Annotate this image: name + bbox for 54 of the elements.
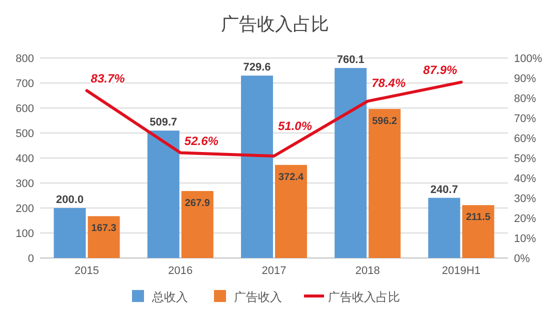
- bar: [181, 191, 214, 258]
- y-tick-label: 200: [16, 203, 34, 215]
- x-tick-label: 2018: [355, 265, 380, 277]
- y-tick-label: 100: [16, 228, 34, 240]
- data-label: 211.5: [466, 212, 491, 224]
- y-tick-label: 0: [28, 253, 34, 265]
- y2-tick-label: 40%: [514, 173, 536, 185]
- y2-tick-label: 100%: [514, 53, 542, 65]
- data-label: 87.9%: [423, 63, 458, 78]
- y2-tick-label: 20%: [514, 213, 536, 225]
- legend-label: 总收入: [151, 290, 188, 304]
- y2-tick-label: 80%: [514, 93, 536, 105]
- x-tick-label: 2019H1: [442, 265, 480, 277]
- y2-tick-label: 60%: [514, 133, 536, 145]
- y2-tick-label: 10%: [514, 233, 536, 245]
- y2-tick-label: 0%: [514, 253, 530, 265]
- bar: [54, 208, 86, 258]
- y-tick-label: 800: [16, 53, 34, 65]
- data-label: 52.6%: [184, 134, 219, 148]
- chart-title: 广告收入占比: [221, 14, 329, 34]
- data-label: 167.3: [91, 223, 117, 234]
- data-label: 760.1: [336, 54, 364, 66]
- data-label: 729.6: [243, 62, 271, 74]
- y-tick-label: 700: [16, 78, 34, 90]
- y2-tick-label: 90%: [514, 73, 536, 85]
- y-tick-label: 500: [16, 128, 34, 140]
- y-tick-label: 300: [16, 178, 34, 190]
- bar: [428, 198, 460, 258]
- y-tick-label: 600: [16, 103, 34, 115]
- y2-tick-label: 70%: [514, 113, 536, 125]
- bar: [88, 216, 120, 258]
- bar: [368, 108, 401, 258]
- y2-tick-label: 50%: [514, 153, 536, 165]
- data-label: 372.4: [278, 172, 304, 183]
- data-label: 596.2: [372, 116, 398, 127]
- data-label: 267.9: [184, 198, 210, 210]
- bar: [147, 130, 180, 258]
- data-label: 51.0%: [278, 119, 312, 133]
- x-tick-label: 2016: [168, 265, 193, 277]
- bar: [334, 68, 367, 258]
- x-tick-label: 2017: [262, 265, 286, 277]
- legend-label: 广告收入占比: [328, 290, 400, 304]
- y2-tick-label: 30%: [514, 193, 536, 205]
- y-tick-label: 400: [16, 153, 34, 165]
- bar: [462, 205, 494, 258]
- data-label: 83.7%: [90, 72, 126, 86]
- data-label: 200.0: [56, 194, 84, 206]
- legend-label: 广告收入: [234, 290, 282, 304]
- data-label: 509.7: [150, 116, 178, 129]
- data-label: 78.4%: [372, 76, 406, 90]
- x-tick-label: 2015: [74, 265, 100, 277]
- bar: [241, 76, 273, 258]
- data-label: 240.7: [430, 184, 458, 196]
- bar: [275, 164, 307, 258]
